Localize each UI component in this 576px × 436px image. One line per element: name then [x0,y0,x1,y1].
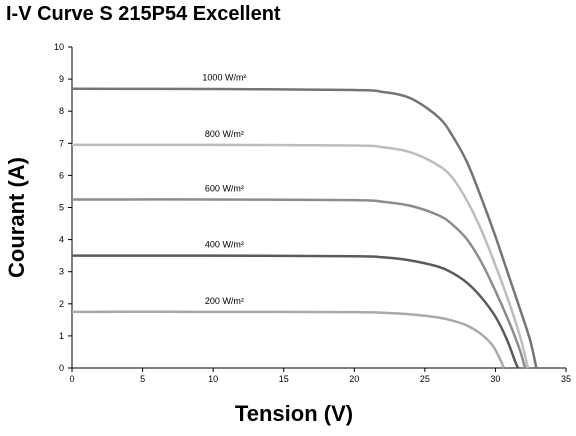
tick-labels: 0 5 10 15 20 25 30 35 0 1 2 3 4 5 6 7 8 9 10 [54,42,571,384]
y-tick-label: 7 [59,138,64,148]
curve-label-600w: 600 W/m² [205,183,244,193]
y-tick-label: 4 [59,235,64,245]
curve-1000w [71,87,538,369]
x-tick-label: 25 [420,374,430,384]
chart-title: I-V Curve S 215P54 Excellent [6,3,281,25]
x-tick-label: 15 [279,374,289,384]
x-axis-title: Tension (V) [235,401,353,426]
y-tick-label: 1 [59,331,64,341]
y-tick-label: 10 [54,42,64,52]
x-tick-label: 0 [69,374,74,384]
curve-label-800w: 800 W/m² [205,129,244,139]
x-tick-label: 5 [140,374,145,384]
curves [71,87,538,369]
x-tick-label: 20 [349,374,359,384]
y-tick-label: 0 [59,363,64,373]
curve-label-1000w: 1000 W/m² [202,73,246,83]
axes [68,46,567,372]
y-tick-label: 3 [59,267,64,277]
y-axis-title: Courant (A) [4,157,29,278]
y-tick-label: 9 [59,74,64,84]
curve-label-400w: 400 W/m² [205,240,244,250]
x-tick-label: 30 [490,374,500,384]
y-tick-label: 8 [59,106,64,116]
x-tick-label: 35 [561,374,571,384]
curve-800w [71,143,530,369]
y-tick-label: 5 [59,203,64,213]
y-tick-label: 6 [59,170,64,180]
curve-200w [71,310,506,369]
curve-600w [71,198,527,369]
y-tick-label: 2 [59,299,64,309]
curve-labels: 1000 W/m² 800 W/m² 600 W/m² 400 W/m² 200 W/m… [202,73,246,306]
curve-label-200w: 200 W/m² [205,296,244,306]
x-tick-label: 10 [208,374,218,384]
curve-400w [71,254,520,369]
